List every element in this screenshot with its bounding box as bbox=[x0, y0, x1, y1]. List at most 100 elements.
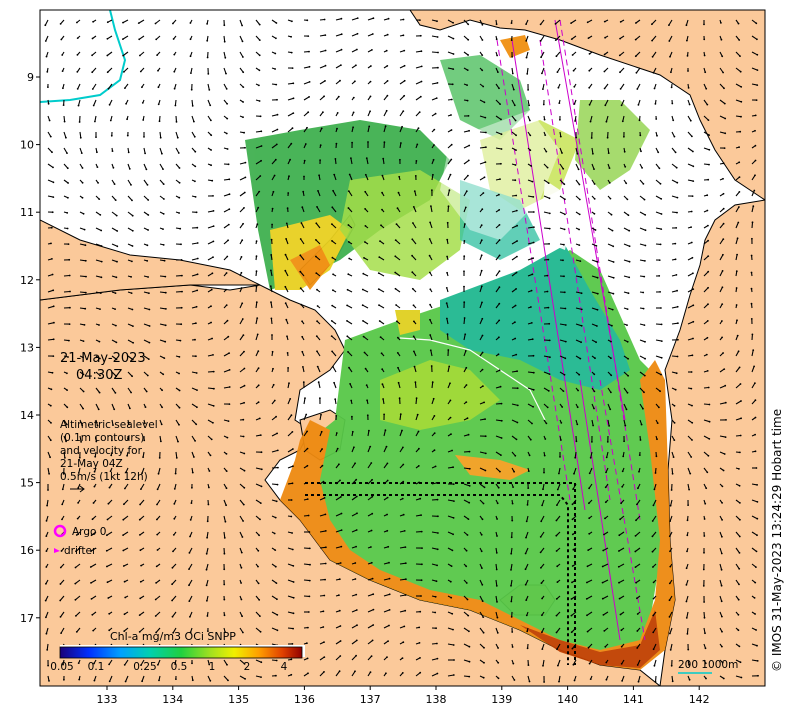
velocity-arrow-head bbox=[324, 578, 326, 581]
velocity-arrow-head bbox=[496, 632, 499, 634]
velocity-arrow-head bbox=[418, 481, 420, 484]
velocity-arrow-head bbox=[65, 136, 67, 139]
velocity-arrow-head bbox=[45, 55, 48, 58]
velocity-arrow-head bbox=[436, 564, 438, 567]
velocity-arrow-head bbox=[704, 662, 707, 665]
velocity-arrow bbox=[527, 226, 534, 229]
velocity-arrow-head bbox=[675, 274, 678, 276]
velocity-arrow bbox=[155, 611, 161, 617]
velocity-arrow-head bbox=[619, 613, 622, 616]
velocity-arrow bbox=[95, 419, 99, 426]
velocity-arrow-head bbox=[69, 306, 71, 309]
velocity-arrow-head bbox=[576, 423, 579, 426]
velocity-arrow bbox=[91, 531, 97, 536]
velocity-arrow-head bbox=[754, 450, 757, 453]
velocity-arrow-head bbox=[224, 631, 227, 633]
velocity-arrow-head bbox=[620, 662, 623, 665]
velocity-arrow-head bbox=[157, 69, 159, 72]
velocity-arrow-head bbox=[259, 434, 262, 436]
velocity-arrow bbox=[383, 463, 388, 469]
velocity-arrow bbox=[495, 115, 502, 120]
velocity-arrow-head bbox=[532, 354, 535, 357]
velocity-arrow-head bbox=[308, 65, 311, 68]
velocity-arrow-head bbox=[59, 566, 62, 569]
velocity-arrow-head bbox=[555, 598, 558, 600]
velocity-arrow bbox=[479, 451, 486, 454]
velocity-arrow bbox=[223, 336, 229, 341]
velocity-arrow bbox=[287, 414, 292, 421]
velocity-arrow-head bbox=[611, 308, 614, 311]
velocity-arrow bbox=[735, 383, 741, 389]
velocity-arrow-head bbox=[720, 22, 722, 24]
velocity-arrow-head bbox=[93, 485, 96, 488]
velocity-arrow-head bbox=[90, 582, 92, 584]
velocity-arrow bbox=[124, 483, 129, 489]
velocity-arrow-head bbox=[627, 214, 630, 217]
velocity-arrow-head bbox=[691, 354, 694, 357]
velocity-arrow bbox=[207, 225, 214, 229]
velocity-arrow-head bbox=[323, 497, 326, 499]
velocity-arrow bbox=[687, 304, 694, 309]
velocity-arrow-head bbox=[586, 630, 589, 633]
velocity-arrow-head bbox=[754, 416, 757, 419]
velocity-arrow-head bbox=[100, 260, 103, 263]
velocity-arrow-head bbox=[659, 243, 662, 246]
velocity-arrow-head bbox=[513, 104, 516, 107]
velocity-arrow bbox=[591, 259, 598, 263]
velocity-arrow bbox=[143, 307, 150, 311]
velocity-arrow bbox=[223, 51, 226, 58]
velocity-arrow-head bbox=[721, 286, 724, 289]
velocity-arrow-head bbox=[642, 291, 645, 294]
velocity-arrow-head bbox=[288, 382, 290, 385]
velocity-arrow-head bbox=[131, 358, 134, 361]
velocity-arrow-head bbox=[480, 550, 483, 553]
velocity-arrow-head bbox=[108, 680, 111, 683]
velocity-arrow bbox=[527, 99, 530, 106]
velocity-arrow-head bbox=[673, 422, 676, 424]
velocity-arrow-head bbox=[685, 617, 688, 619]
velocity-arrow-head bbox=[610, 213, 613, 216]
velocity-arrow-head bbox=[720, 568, 723, 571]
velocity-arrow-head bbox=[132, 325, 134, 327]
velocity-arrow-head bbox=[677, 322, 679, 325]
velocity-arrow bbox=[287, 563, 294, 567]
velocity-arrow-head bbox=[575, 136, 578, 139]
chlorophyll-field bbox=[245, 35, 675, 670]
velocity-arrow bbox=[735, 83, 742, 88]
velocity-arrow-head bbox=[108, 629, 111, 632]
velocity-arrow-head bbox=[564, 340, 567, 343]
velocity-arrow-head bbox=[532, 241, 535, 244]
velocity-arrow-head bbox=[206, 599, 208, 602]
velocity-arrow bbox=[159, 179, 165, 185]
velocity-arrow-head bbox=[541, 504, 543, 507]
velocity-arrow-head bbox=[594, 229, 597, 231]
velocity-arrow-head bbox=[738, 535, 741, 538]
velocity-arrow-head bbox=[414, 175, 417, 177]
velocity-arrow bbox=[143, 195, 149, 201]
velocity-arrow bbox=[463, 145, 470, 149]
velocity-arrow-head bbox=[62, 104, 65, 106]
velocity-arrow-head bbox=[355, 495, 358, 498]
velocity-arrow-head bbox=[660, 228, 663, 231]
velocity-arrow bbox=[239, 162, 246, 165]
velocity-arrow-head bbox=[189, 22, 192, 24]
velocity-arrow bbox=[335, 496, 342, 501]
velocity-arrow bbox=[555, 19, 561, 25]
velocity-arrow bbox=[559, 355, 566, 359]
velocity-arrow-head bbox=[382, 398, 384, 400]
velocity-arrow-head bbox=[338, 609, 341, 612]
velocity-arrow-head bbox=[66, 152, 68, 155]
velocity-arrow-head bbox=[691, 421, 694, 424]
velocity-arrow-head bbox=[593, 407, 595, 410]
velocity-arrow-head bbox=[602, 549, 605, 552]
velocity-arrow bbox=[155, 19, 161, 24]
velocity-arrow bbox=[287, 398, 291, 405]
velocity-arrow-head bbox=[610, 357, 612, 360]
velocity-arrow-head bbox=[436, 498, 439, 501]
velocity-arrow-head bbox=[686, 519, 689, 522]
velocity-arrow-head bbox=[621, 485, 624, 488]
velocity-arrow-head bbox=[114, 199, 117, 202]
velocity-arrow bbox=[111, 211, 118, 217]
velocity-arrow-head bbox=[452, 644, 455, 646]
